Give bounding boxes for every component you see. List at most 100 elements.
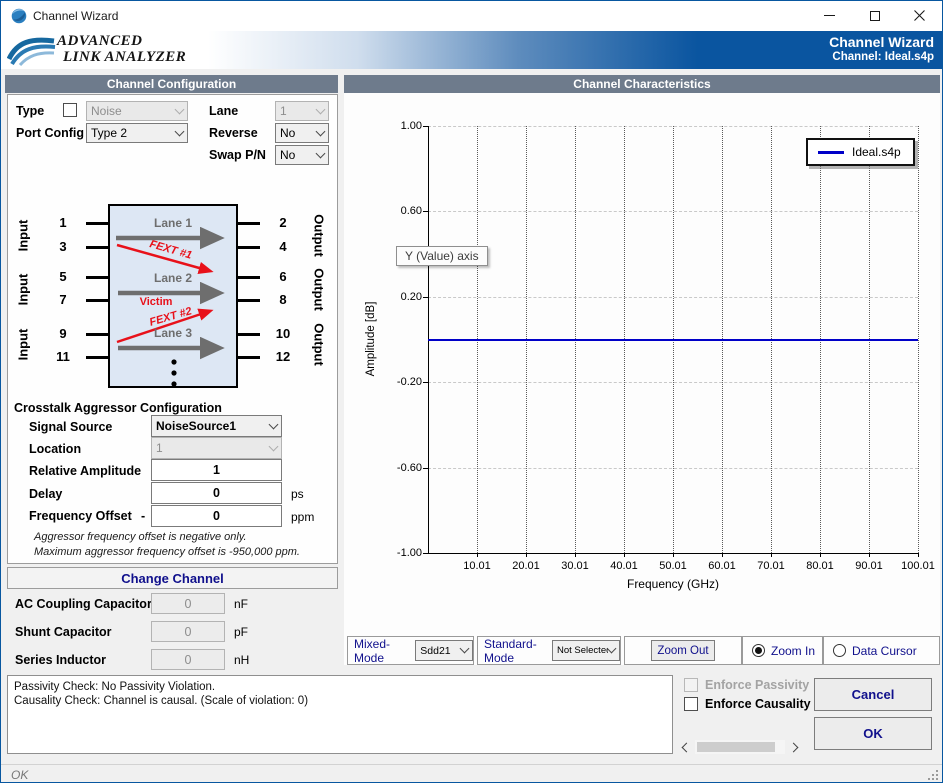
banner-title: Channel Wizard	[829, 34, 934, 50]
y-tick-mark	[423, 211, 428, 213]
pin-number: 4	[279, 239, 287, 254]
pin-stub	[86, 333, 108, 336]
frequency-offset-input[interactable]: 0	[151, 505, 282, 527]
chevron-down-icon	[459, 643, 470, 654]
pin-number: 2	[279, 215, 287, 230]
relative-amplitude-input[interactable]: 1	[151, 459, 282, 481]
ac-coupling-capacitor-unit: nF	[234, 597, 249, 611]
frequency-offset-unit: ppm	[291, 510, 315, 524]
mixed-mode-combo[interactable]: Sdd21	[415, 640, 473, 661]
pin-number: 6	[279, 269, 287, 284]
x-tick-mark	[477, 553, 478, 557]
pin-stub	[86, 246, 108, 249]
pin-stub	[238, 246, 260, 249]
input-label: Input	[15, 273, 31, 306]
pin-stub	[86, 276, 108, 279]
banner-channel-name: Channel: Ideal.s4p	[832, 51, 934, 63]
location-combo[interactable]: 1	[151, 437, 282, 459]
scroll-left-button[interactable]	[677, 740, 693, 754]
reverse-label: Reverse	[209, 126, 258, 140]
ac-coupling-capacitor-input[interactable]: 0	[151, 593, 225, 614]
y-tick-label: -1.00	[396, 547, 422, 559]
enforce-causality-label: Enforce Causality	[705, 697, 811, 711]
x-tick-label: 60.01	[708, 560, 736, 572]
resize-grip-icon[interactable]	[928, 770, 938, 780]
y-tick-label: 0.60	[400, 205, 422, 218]
delay-label: Delay	[29, 487, 63, 501]
crosstalk-section-title: Crosstalk Aggressor Configuration	[14, 401, 222, 415]
relative-amplitude-label: Relative Amplitude	[29, 464, 142, 478]
series-inductor-input[interactable]: 0	[151, 649, 225, 670]
x-tick-label: 80.01	[806, 560, 834, 572]
signal-source-combo[interactable]: NoiseSource1	[151, 415, 282, 437]
pin-stub	[238, 356, 260, 359]
x-tick-label: 70.01	[757, 560, 785, 572]
x-tick-mark	[673, 553, 674, 557]
pin-stub	[238, 333, 260, 336]
minimize-icon	[824, 15, 835, 16]
output-label: Output	[311, 323, 327, 366]
standard-mode-label: Standard-Mode	[484, 636, 537, 665]
delay-input[interactable]: 0	[151, 482, 282, 504]
zoom-in-radio[interactable]	[752, 644, 765, 657]
close-button[interactable]	[897, 1, 942, 30]
chevron-down-icon	[315, 104, 326, 114]
zoom-in-label: Zoom In	[771, 643, 816, 658]
pin-stub	[238, 299, 260, 302]
type-combo[interactable]: Noise	[86, 101, 188, 121]
maximize-icon	[869, 10, 880, 21]
x-tick-label: 40.01	[610, 560, 638, 572]
chart-area[interactable]: 1.00 0.60 0.20 -0.20 -0.60 -1.00 10.01 20.01 30.…	[344, 93, 940, 636]
enforce-passivity-label: Enforce Passivity	[705, 678, 810, 692]
minimize-button[interactable]	[807, 1, 852, 30]
enforce-passivity-checkbox[interactable]	[684, 678, 698, 692]
series-inductor-unit: nH	[234, 653, 250, 667]
zoom-out-button[interactable]: Zoom Out	[651, 640, 715, 661]
ok-button[interactable]: OK	[814, 717, 932, 750]
scrollbar-thumb[interactable]	[697, 742, 775, 752]
pin-number: 3	[59, 239, 67, 254]
cancel-button[interactable]: Cancel	[814, 678, 932, 711]
axis-tooltip: Y (Value) axis	[396, 246, 488, 266]
change-channel-button[interactable]: Change Channel	[7, 567, 338, 589]
legend-series-label: Ideal.s4p	[852, 145, 901, 159]
maximize-button[interactable]	[852, 1, 897, 30]
data-cursor-group: Data Cursor	[823, 636, 940, 665]
swap-pn-combo[interactable]: No	[275, 145, 329, 165]
x-tick-mark	[869, 553, 870, 557]
chevron-down-icon	[174, 104, 185, 114]
y-tick-label: -0.60	[396, 461, 422, 474]
lane-combo[interactable]: 1	[275, 101, 329, 121]
lane3-label: Lane 3	[153, 326, 192, 340]
scrollbar-track[interactable]	[695, 740, 785, 754]
aggressor-note-2: Maximum aggressor frequency offset is -9…	[34, 546, 300, 558]
type-checkbox[interactable]	[63, 103, 77, 117]
x-axis-line	[428, 553, 918, 554]
lane-label: Lane	[209, 104, 239, 118]
x-tick-mark	[722, 553, 723, 557]
lane1-label: Lane 1	[153, 216, 192, 230]
standard-mode-combo[interactable]: Not Selected	[552, 640, 620, 661]
pin-stub	[86, 222, 108, 225]
reverse-combo[interactable]: No	[275, 123, 329, 143]
y-tick-mark	[423, 467, 428, 469]
output-label: Output	[311, 214, 327, 257]
app-icon	[11, 8, 27, 29]
logo-text: ADVANCED LINK ANALYZER	[57, 33, 186, 65]
zoom-out-group: Zoom Out	[624, 636, 742, 665]
port-config-combo[interactable]: Type 2	[86, 123, 188, 143]
scroll-right-button[interactable]	[787, 740, 803, 754]
x-tick-mark	[526, 553, 527, 557]
frequency-offset-minus: -	[141, 509, 146, 523]
enforce-causality-checkbox[interactable]	[684, 697, 698, 711]
type-label: Type	[16, 104, 45, 118]
shunt-capacitor-input[interactable]: 0	[151, 621, 225, 642]
chevron-down-icon	[268, 419, 279, 429]
mixed-mode-group: Mixed-Mode Sdd21	[347, 636, 474, 665]
data-cursor-radio[interactable]	[833, 644, 846, 657]
mixed-mode-label: Mixed-Mode	[354, 636, 391, 665]
victim-label: Victim	[139, 296, 173, 308]
window-title: Channel Wizard	[33, 9, 119, 23]
x-axis-title: Frequency (GHz)	[626, 577, 720, 591]
